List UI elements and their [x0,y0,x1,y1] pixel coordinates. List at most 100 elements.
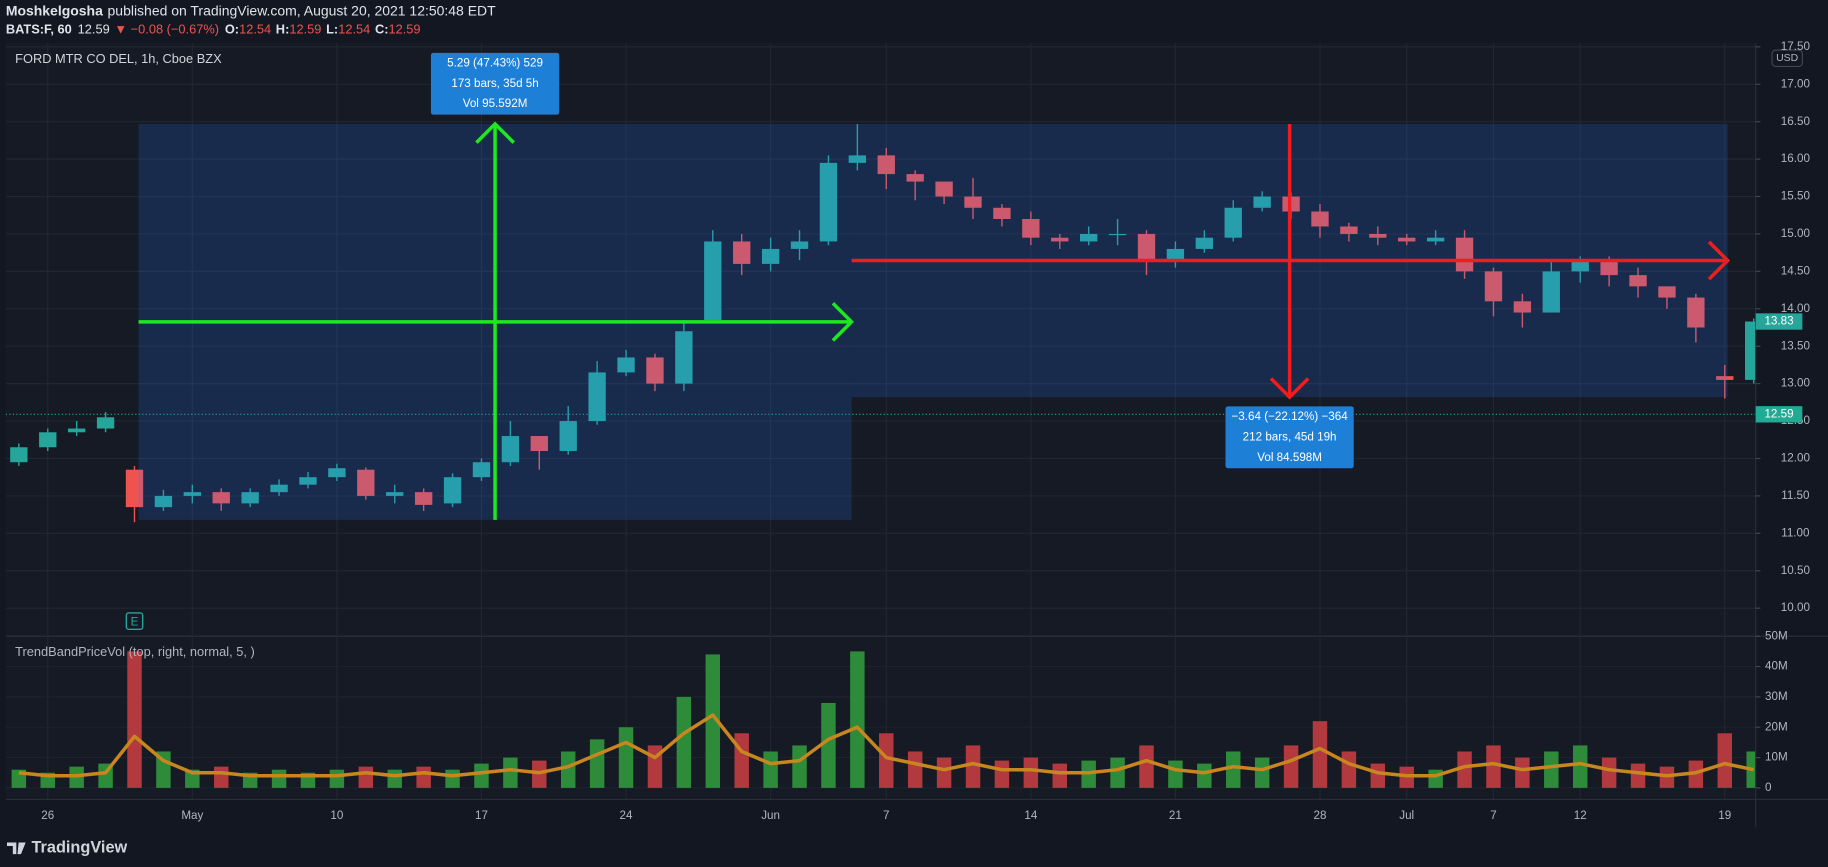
change: ▼ −0.08 (−0.67%) [114,22,219,37]
measure-label-box [1225,406,1354,469]
volume-bar [560,751,576,788]
y-tick-label: 50M [1765,629,1788,642]
volume-bar [1110,757,1125,788]
y-tick-label: 15.00 [1781,227,1811,240]
volume-bar [1601,757,1617,788]
price-pane [5,123,1756,523]
price: 12.59 [78,22,110,37]
candle-body [386,492,404,496]
last-price-label: 13.83 [1764,315,1793,328]
candle-body [241,492,259,504]
volume-bar [474,763,489,788]
y-tick-label: 30M [1765,690,1788,703]
candle-body [1484,271,1503,302]
x-tick-label: 28 [1314,809,1327,822]
measure-arrowhead [1707,240,1731,281]
candle-body [414,492,433,505]
candle-body [328,468,346,478]
measure-arrowhead [475,121,515,144]
candle-body [1137,233,1156,261]
volume-bar [1515,757,1530,788]
earnings-marker [125,612,144,630]
x-tick-label: 14 [1024,809,1037,822]
candle-body [96,417,115,429]
volume-bar [1168,760,1183,788]
volume-bar [1197,763,1212,788]
volume-bar [329,769,345,788]
candle-body [39,432,57,448]
candle-body [1166,248,1185,261]
candle-body [877,155,895,175]
measure-label: Vol 95.592M [463,97,528,110]
candle-body [704,241,722,321]
y-tick-label: 16.00 [1781,152,1811,165]
volume-bar [1486,745,1501,788]
candle-body [443,477,462,504]
candle-body [154,495,173,508]
x-tick-label: Jun [761,809,780,822]
volume-bar [1370,763,1386,788]
candle-body [1398,237,1416,242]
candle-body [1455,237,1474,272]
symbol: BATS:F, 60 [6,22,72,37]
y-tick-label: 10M [1765,751,1788,764]
volume-bar [821,702,836,788]
candle-body [1513,301,1532,313]
ohlc-value: 12.54 [338,22,370,37]
measure-label: 5.29 (47.43%) 529 [447,56,543,69]
candle-body [1687,297,1705,328]
ohlc-value: 12.54 [239,22,271,37]
x-tick-label: 19 [1718,809,1731,822]
candle-body [1571,260,1589,272]
measure-label: −3.64 (−22.12%) −364 [1232,410,1349,423]
volume-bar [271,769,287,788]
author: Moshkelgosha [6,2,103,18]
y-tick-label: 10.00 [1781,601,1811,614]
chart-legend: FORD MTR CO DEL, 1h, Cboe BZX [15,51,222,66]
volume-bar [994,760,1010,788]
ohlc-value: 12.59 [388,22,420,37]
logo-icon [6,842,26,855]
y-tick-label: 13.00 [1781,377,1811,390]
candle-body [1079,233,1098,242]
x-tick-label: Jul [1399,809,1414,822]
drawings [138,121,1731,520]
volume-bar [1283,745,1299,788]
currency: USD [1776,53,1799,64]
ohlc-label: L: [326,22,338,37]
price-line-tag [1755,406,1803,423]
volume-bar [358,766,374,788]
currency-box[interactable] [1771,49,1803,68]
y-tick-label: 12.00 [1781,452,1811,465]
candle-body [559,421,577,451]
candle-body [501,436,520,463]
candle-body [617,357,635,373]
volume-bar [676,696,692,788]
volume-pane [11,651,1756,788]
candle-body [299,477,317,485]
x-tick-label: May [181,809,203,822]
logo: TradingView [6,839,128,857]
earnings-label: E [131,615,139,628]
volume-bar [445,769,460,788]
price-line-label: 12.59 [1764,407,1793,420]
volume-bar [850,651,865,788]
candle-body [819,162,838,242]
candle-body [125,469,144,508]
last-price-tag [1755,313,1803,330]
y-tick-label: 17.50 [1781,40,1811,53]
volume-bar [1457,751,1472,788]
measure-label: Vol 84.598M [1257,451,1322,464]
volume-bar [1544,751,1559,788]
volume-bar [965,745,981,788]
candle-body [1369,233,1387,238]
price-tags: 12.59 13.83 5.29 (47.43%) 529 173 bars, 35d… [430,52,1803,469]
candle-body [1311,211,1329,227]
y-tick-label: 11.50 [1781,489,1810,502]
volume-bar [1572,745,1588,788]
volume-bar [792,745,807,788]
candle-body [270,484,288,493]
y-tick-label: 13.50 [1781,339,1811,352]
